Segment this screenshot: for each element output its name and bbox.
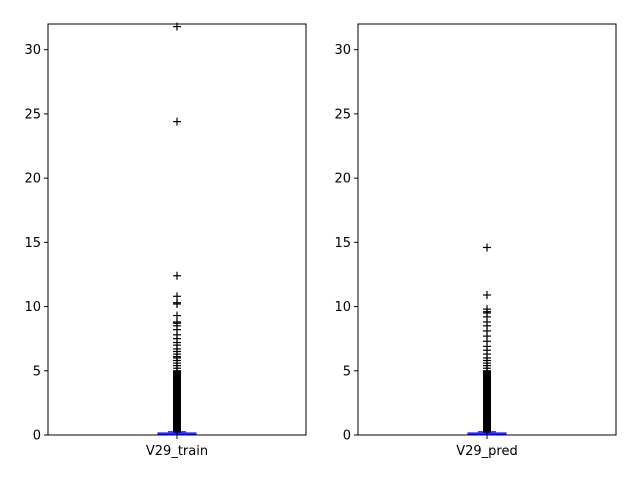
outlier-point (173, 22, 181, 31)
y-tick-label: 20 (24, 172, 41, 187)
y-tick-label: 30 (334, 43, 351, 58)
y-tick-label: 30 (24, 43, 41, 58)
dense-outlier-band (483, 370, 491, 433)
outlier-point (483, 291, 491, 300)
y-tick-label: 5 (33, 364, 41, 379)
right-boxplot-panel: 0 5 10 15 20 25 30 V29_pred (334, 23, 617, 459)
y-tick-label: 0 (343, 429, 351, 444)
outlier-point (483, 243, 491, 252)
y-tick-label: 5 (343, 364, 351, 379)
y-tick-label: 10 (334, 300, 351, 315)
y-tick-label: 0 (33, 429, 41, 444)
y-tick-label: 15 (24, 236, 41, 251)
y-tick-label: 25 (334, 107, 351, 122)
category-label: V29_pred (456, 444, 518, 459)
y-tick-label: 10 (24, 300, 41, 315)
category-label: V29_train (146, 444, 208, 459)
y-tick-label: 25 (24, 107, 41, 122)
outlier-point (173, 271, 181, 280)
y-tick-label: 20 (334, 172, 351, 187)
left-boxplot-panel: 0 5 10 15 20 25 30 V29_train (24, 22, 307, 459)
outlier-point (173, 299, 181, 308)
y-tick-label: 15 (334, 236, 351, 251)
dense-outlier-band (173, 370, 181, 433)
outlier-point (173, 117, 181, 126)
